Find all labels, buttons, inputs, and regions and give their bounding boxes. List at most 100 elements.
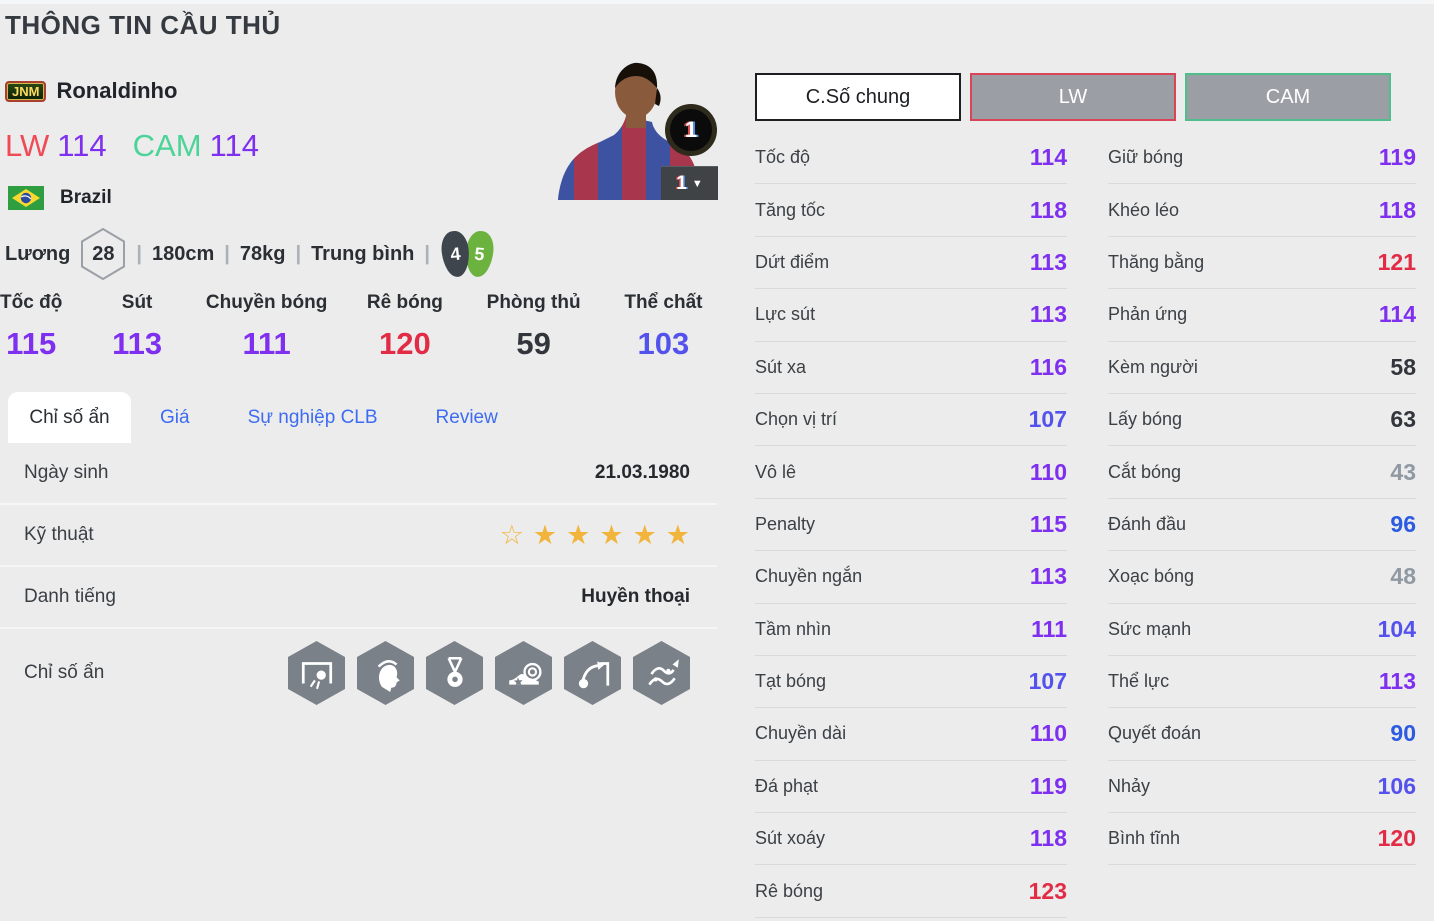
stat-row: Nhảy 106 (1108, 761, 1416, 814)
stat-label: Sút xoáy (755, 828, 826, 849)
tab-hidden-stats[interactable]: Chỉ số ẩn (8, 392, 131, 443)
stat-label: Phản ứng (1108, 304, 1188, 325)
stat-value: 115 (1029, 510, 1067, 537)
summary-stat: Thể chất 103 (610, 292, 717, 362)
stats-mode-button-label: C.Số chung (805, 85, 911, 108)
tab-label: Review (435, 406, 498, 428)
position-lw: LW 114 (5, 128, 107, 164)
summary-stat: Sút 113 (88, 292, 185, 362)
stat-row: Thể lực 113 (1108, 656, 1416, 709)
stat-row: Quyết đoán 90 (1108, 708, 1416, 761)
stat-value: 90 (1390, 720, 1416, 747)
stat-label: Rê bóng (755, 880, 824, 901)
stat-label: Kèm người (1108, 356, 1198, 377)
lob-icon (564, 641, 621, 705)
player-name: Ronaldinho (56, 78, 178, 103)
stat-value: 107 (1028, 668, 1067, 695)
tab-review[interactable]: Review (407, 392, 527, 443)
tab-price[interactable]: Giá (131, 392, 219, 443)
stat-label: Chọn vị trí (755, 409, 838, 430)
top-strip (0, 0, 1434, 4)
summary-stat: Tốc độ 115 (0, 292, 62, 362)
stat-row: Bình tĩnh 120 (1108, 813, 1416, 866)
birth-date-label: Ngày sinh (24, 462, 109, 483)
player-height: 180cm (151, 242, 215, 265)
stat-label: Sức mạnh (1108, 618, 1192, 639)
star-icon (666, 520, 690, 551)
stat-value: 96 (1390, 510, 1416, 537)
stat-label: Chuyền dài (755, 723, 847, 744)
season-badge: JNM (5, 80, 47, 102)
stat-label: Quyết đoán (1108, 723, 1202, 744)
stat-label: Thăng bằng (1108, 251, 1205, 272)
skill-rating-row: Kỹ thuật (0, 505, 717, 567)
stat-row: Xoạc bóng 48 (1108, 551, 1416, 604)
birth-date-value: 21.03.1980 (594, 462, 690, 483)
stat-value: 123 (1028, 877, 1067, 904)
stat-value: 113 (1029, 248, 1067, 275)
nation-row: Brazil (8, 186, 112, 210)
meta-separator: | (136, 242, 142, 265)
header-icon (357, 641, 414, 705)
stat-row: Sút xoáy 118 (755, 813, 1067, 866)
stat-label: Đánh đầu (1108, 513, 1187, 534)
grade-select[interactable]: 1 ▼ (661, 166, 718, 200)
skill-moves-value: 5 (473, 243, 486, 264)
stats-panel: C.Số chung LW CAM Tốc độ 114 Tăng tốc 11… (755, 73, 1416, 918)
player-weight: 78kg (239, 242, 286, 265)
stat-value: 114 (1378, 301, 1416, 328)
dribble-path-icon (633, 641, 690, 705)
stat-value: 120 (1377, 825, 1416, 852)
stat-value: 107 (1028, 406, 1067, 433)
stat-label: Tốc độ (755, 147, 811, 168)
stat-label: Khéo léo (1108, 199, 1180, 220)
position-label: CAM (132, 128, 202, 163)
cam-stats-button[interactable]: CAM (1185, 73, 1391, 121)
summary-stat: Chuyền bóng 111 (184, 292, 350, 362)
stat-row: Tốc độ 114 (755, 132, 1067, 185)
grade-select-value: 1 (676, 172, 687, 194)
summary-stat-label: Rê bóng (366, 292, 443, 313)
summary-stat-value: 113 (112, 326, 163, 361)
stat-row: Rê bóng 123 (755, 865, 1067, 918)
overall-stats-button[interactable]: C.Số chung (755, 73, 961, 121)
stat-column-left: Tốc độ 114 Tăng tốc 118 Dứt điểm 113 Lực… (755, 132, 1067, 918)
position-cam: CAM 114 (133, 128, 259, 164)
stat-value: 121 (1377, 248, 1416, 275)
hidden-stat-icons (288, 641, 690, 705)
summary-stats: Tốc độ 115 Sút 113 Chuyền bóng 111 Rê bó… (0, 292, 717, 362)
stat-value: 110 (1029, 458, 1067, 485)
stats-mode-button-label: LW (1058, 85, 1088, 108)
stat-label: Tạt bóng (755, 671, 827, 692)
stat-value: 113 (1029, 563, 1067, 590)
stat-label: Thể lực (1108, 671, 1170, 692)
meta-separator: | (295, 242, 302, 265)
lw-stats-button[interactable]: LW (970, 73, 1176, 121)
skill-star-rating (500, 520, 690, 551)
fame-label: Danh tiếng (24, 586, 116, 607)
summary-stat: Rê bóng 120 (346, 292, 463, 362)
stat-label: Vô lê (755, 461, 797, 482)
player-photo: 1 1 ▼ (540, 58, 718, 200)
brazil-flag-icon (8, 186, 44, 210)
stat-value: 113 (1378, 668, 1416, 695)
star-icon (566, 520, 590, 551)
stat-value: 106 (1377, 772, 1416, 799)
stat-value: 113 (1029, 301, 1067, 328)
player-meta-row: Lương 28 | 180cm | 78kg | Trung bình | 4… (5, 226, 496, 282)
stat-value: 110 (1029, 720, 1067, 747)
stat-row: Thăng bằng 121 (1108, 237, 1416, 290)
player-name-row: JNM Ronaldinho (5, 78, 177, 104)
summary-stat-label: Thể chất (624, 292, 703, 313)
stats-mode-button-label: CAM (1265, 85, 1311, 108)
stat-value: 58 (1390, 353, 1416, 380)
stats-mode-buttons: C.Số chung LW CAM (755, 73, 1416, 121)
stat-label: Giữ bóng (1108, 147, 1184, 168)
tab-club-career[interactable]: Sự nghiệp CLB (219, 392, 407, 443)
tab-label: Sự nghiệp CLB (247, 406, 378, 428)
medal-icon (426, 641, 483, 705)
stat-value: 118 (1029, 196, 1067, 223)
hidden-stats-label: Chỉ số ẩn (24, 662, 105, 683)
star-icon (633, 520, 657, 551)
